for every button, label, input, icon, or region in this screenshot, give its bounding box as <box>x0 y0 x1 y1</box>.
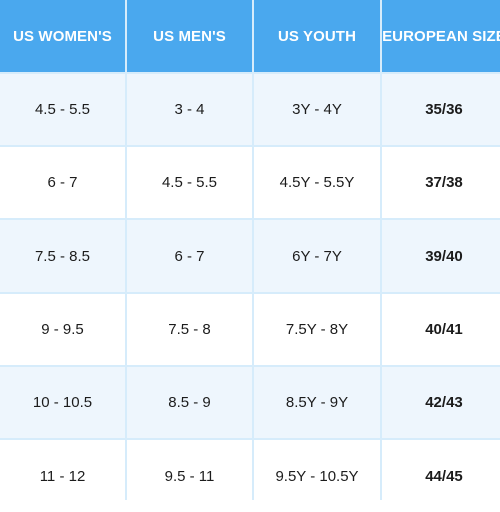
cell-us-womens: 9 - 9.5 <box>0 294 125 365</box>
cell-us-womens: 10 - 10.5 <box>0 367 125 438</box>
cell-european-size: 37/38 <box>382 147 500 218</box>
cell-us-womens: 6 - 7 <box>0 147 125 218</box>
cell-us-mens: 4.5 - 5.5 <box>127 147 252 218</box>
header-us-womens: US WOMEN'S <box>0 0 125 72</box>
size-chart-table: US WOMEN'S US MEN'S US YOUTH EUROPEAN SI… <box>0 0 500 500</box>
cell-us-mens: 9.5 - 11 <box>127 440 252 512</box>
cell-european-size: 39/40 <box>382 220 500 292</box>
cell-us-mens: 6 - 7 <box>127 220 252 292</box>
cell-european-size: 35/36 <box>382 74 500 145</box>
cell-us-womens: 7.5 - 8.5 <box>0 220 125 292</box>
cell-european-size: 42/43 <box>382 367 500 438</box>
header-us-mens: US MEN'S <box>127 0 252 72</box>
cell-european-size: 40/41 <box>382 294 500 365</box>
cell-us-mens: 8.5 - 9 <box>127 367 252 438</box>
cell-us-mens: 3 - 4 <box>127 74 252 145</box>
cell-us-mens: 7.5 - 8 <box>127 294 252 365</box>
cell-us-youth: 4.5Y - 5.5Y <box>254 147 380 218</box>
cell-us-youth: 7.5Y - 8Y <box>254 294 380 365</box>
cell-us-womens: 11 - 12 <box>0 440 125 512</box>
cell-us-womens: 4.5 - 5.5 <box>0 74 125 145</box>
cell-us-youth: 8.5Y - 9Y <box>254 367 380 438</box>
header-us-youth: US YOUTH <box>254 0 380 72</box>
cell-us-youth: 6Y - 7Y <box>254 220 380 292</box>
cell-us-youth: 9.5Y - 10.5Y <box>254 440 380 512</box>
header-european-size: EUROPEAN SIZE <box>382 0 500 72</box>
cell-european-size: 44/45 <box>382 440 500 512</box>
cell-us-youth: 3Y - 4Y <box>254 74 380 145</box>
